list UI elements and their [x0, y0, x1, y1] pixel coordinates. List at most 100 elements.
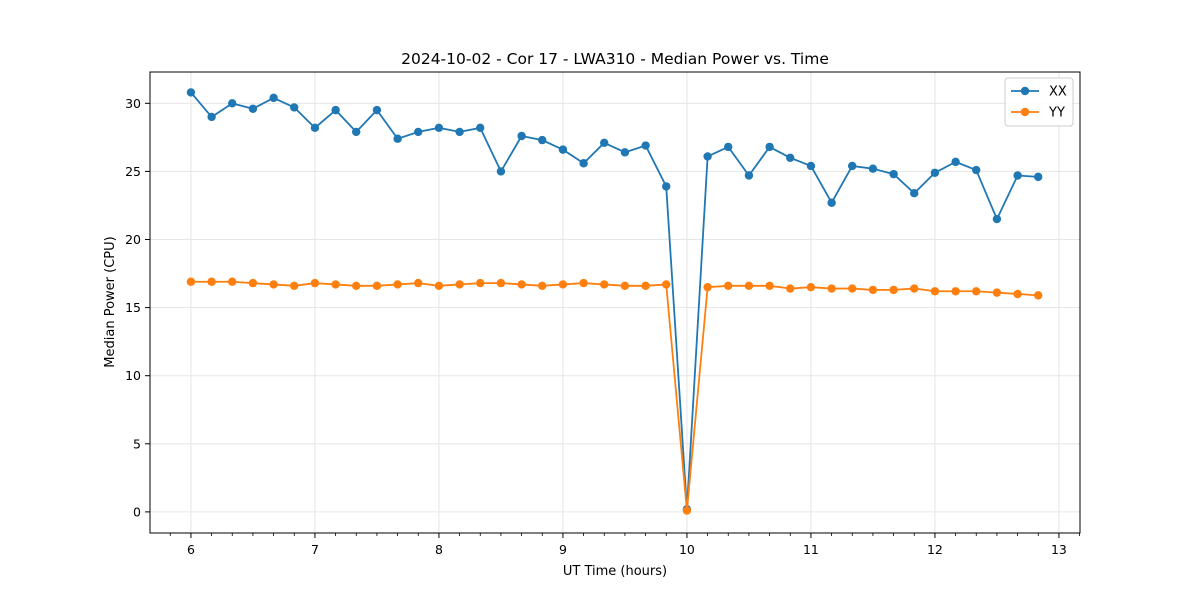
- data-point-yy: [1013, 289, 1022, 299]
- data-point-xx: [434, 123, 444, 133]
- x-tick-label: 8: [435, 542, 443, 557]
- data-point-yy: [352, 281, 361, 291]
- plot-frame: [149, 71, 1081, 534]
- data-point-yy: [724, 281, 733, 291]
- data-point-xx: [352, 127, 361, 137]
- data-point-xx: [641, 141, 650, 150]
- data-point-xx: [414, 127, 423, 137]
- data-point-yy: [972, 287, 981, 296]
- data-point-yy: [703, 282, 712, 292]
- y-tick-label: 10: [125, 368, 141, 383]
- data-point-xx: [620, 148, 630, 157]
- data-point-xx: [248, 104, 258, 113]
- x-tick-label: 7: [311, 542, 319, 557]
- data-point-xx: [331, 105, 340, 115]
- legend-label-yy: YY: [1048, 106, 1065, 121]
- series-yy: [186, 277, 1043, 515]
- data-point-xx: [207, 112, 216, 122]
- x-tick-label: 13: [1051, 542, 1067, 557]
- data-point-xx: [1034, 172, 1043, 182]
- data-point-yy: [600, 280, 609, 289]
- data-point-yy: [434, 281, 444, 291]
- data-point-yy: [930, 287, 940, 296]
- y-tick-label: 15: [125, 300, 141, 315]
- data-point-xx: [786, 153, 795, 162]
- data-point-xx: [992, 214, 1002, 224]
- data-point-yy: [269, 280, 278, 289]
- x-tick-label: 6: [187, 542, 195, 557]
- legend-label-xx: XX: [1049, 85, 1067, 100]
- data-point-yy: [228, 277, 237, 286]
- y-tick-label: 0: [133, 504, 141, 519]
- data-point-yy: [951, 287, 960, 296]
- data-point-yy: [848, 284, 857, 293]
- data-point-xx: [600, 138, 609, 148]
- y-tick-label: 30: [125, 96, 141, 111]
- data-point-xx: [558, 145, 568, 154]
- data-point-yy: [806, 282, 816, 292]
- series-layer: [186, 88, 1043, 515]
- data-point-yy: [414, 278, 423, 288]
- data-point-yy: [517, 280, 526, 289]
- x-tick-label: 11: [803, 542, 819, 557]
- data-point-yy: [744, 281, 754, 291]
- data-point-yy: [558, 280, 568, 289]
- data-point-xx: [827, 198, 836, 207]
- data-point-yy: [290, 281, 299, 291]
- data-point-yy: [186, 277, 196, 286]
- data-point-xx: [889, 169, 898, 179]
- x-axis-label: UT Time (hours): [563, 564, 667, 579]
- data-point-yy: [620, 281, 630, 291]
- data-point-yy: [889, 285, 898, 295]
- data-point-yy: [579, 278, 588, 288]
- data-point-xx: [848, 161, 857, 171]
- x-tick-label: 12: [927, 542, 943, 557]
- data-point-yy: [496, 278, 506, 288]
- data-point-yy: [248, 278, 258, 288]
- data-point-xx: [910, 189, 919, 198]
- data-point-xx: [372, 105, 382, 115]
- data-point-xx: [538, 135, 547, 145]
- data-point-xx: [310, 123, 320, 133]
- data-point-yy: [207, 277, 216, 286]
- data-point-yy: [476, 278, 485, 288]
- data-point-yy: [868, 285, 878, 295]
- y-tick-label: 5: [133, 436, 141, 451]
- data-point-yy: [786, 284, 795, 293]
- data-point-xx: [579, 159, 588, 168]
- data-point-xx: [724, 142, 733, 152]
- data-point-yy: [662, 280, 671, 289]
- data-point-xx: [393, 134, 402, 143]
- plot-area: [150, 72, 1080, 533]
- x-tick-label: 9: [559, 542, 567, 557]
- data-point-yy: [682, 506, 692, 515]
- data-point-xx: [972, 165, 981, 175]
- data-point-yy: [827, 284, 836, 293]
- data-point-xx: [476, 123, 485, 133]
- data-point-yy: [393, 280, 402, 289]
- data-point-xx: [930, 168, 940, 177]
- data-point-yy: [455, 280, 464, 289]
- data-point-xx: [290, 103, 299, 112]
- data-point-xx: [868, 164, 878, 173]
- data-point-xx: [228, 99, 237, 108]
- legend: XX YY: [1004, 77, 1074, 127]
- series-line-xx: [190, 91, 1039, 511]
- data-point-yy: [331, 280, 340, 289]
- data-point-yy: [910, 284, 919, 293]
- y-tick-label: 20: [125, 232, 141, 247]
- data-point-xx: [1013, 171, 1022, 180]
- x-tick-label: 10: [679, 542, 695, 557]
- grid-lines: [150, 72, 1080, 533]
- data-point-yy: [641, 281, 650, 291]
- data-point-xx: [662, 182, 671, 191]
- y-tick-label: 25: [125, 164, 141, 179]
- data-point-xx: [186, 88, 196, 97]
- legend-marker-yy: [1020, 107, 1030, 117]
- data-point-xx: [744, 171, 754, 180]
- legend-marker-xx: [1020, 86, 1030, 96]
- data-point-yy: [1034, 291, 1043, 300]
- data-point-yy: [310, 278, 320, 288]
- data-point-xx: [455, 127, 464, 137]
